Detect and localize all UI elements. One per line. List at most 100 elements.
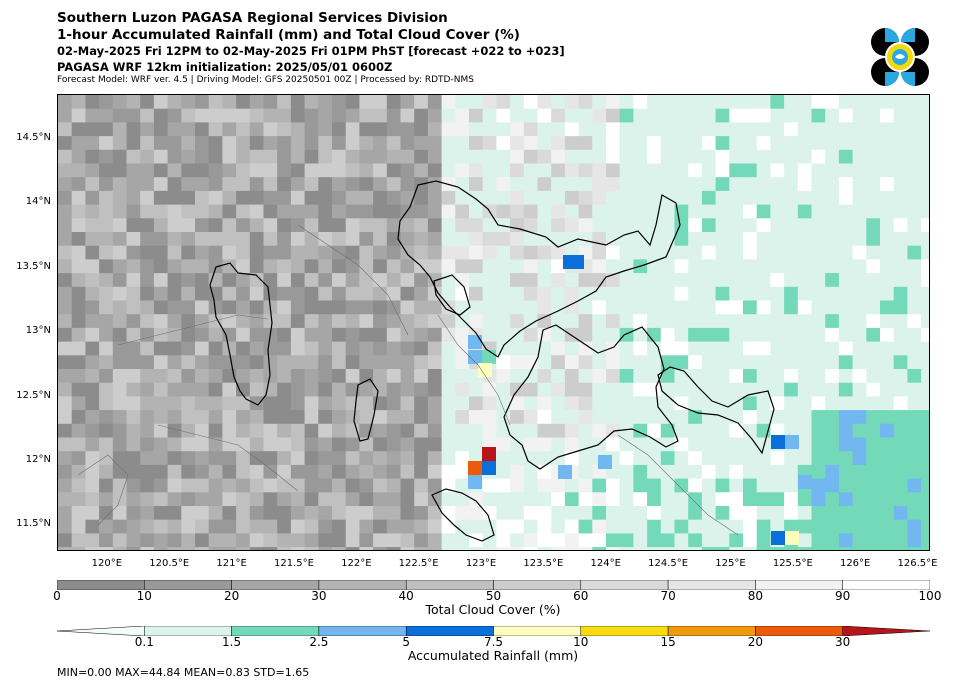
grid-cell (290, 108, 306, 123)
grid-cell (441, 95, 456, 110)
grid-cell (838, 382, 854, 397)
grid-cell (537, 300, 552, 315)
grid-cell (195, 286, 210, 301)
grid-cell (838, 533, 854, 548)
grid-cell (236, 492, 251, 507)
grid-cell (140, 149, 155, 164)
cloud-colorbar-segment (493, 580, 582, 590)
grid-cell (907, 122, 922, 137)
grid-cell (441, 108, 456, 123)
grid-cell (660, 286, 675, 301)
grid-cell (427, 437, 443, 452)
grid-cell (112, 341, 127, 356)
grid-cell (386, 369, 401, 384)
grid-cell (701, 341, 717, 356)
grid-cell (551, 410, 566, 425)
grid-cell (85, 286, 100, 301)
grid-cell (400, 492, 415, 507)
cloud-cover-colorbar (57, 580, 930, 590)
grid-cell (619, 122, 634, 137)
grid-cell (797, 451, 812, 466)
grid-cell (756, 136, 771, 151)
grid-cell (222, 423, 237, 438)
grid-cell (551, 300, 566, 315)
grid-cell (140, 533, 155, 548)
grid-cell (195, 492, 210, 507)
grid-cell (510, 190, 525, 206)
grid-cell (688, 451, 703, 466)
grid-cell (140, 423, 155, 438)
grid-cell (797, 519, 812, 534)
grid-cell (400, 190, 415, 206)
grid-cell (811, 259, 826, 274)
grid-cell (112, 423, 127, 438)
grid-cell (729, 232, 744, 247)
grid-cell (866, 177, 881, 192)
grid-cell (167, 149, 182, 164)
grid-cell (249, 533, 264, 548)
grid-cell (359, 136, 374, 151)
grid-cell (838, 259, 854, 274)
grid-cell (153, 149, 169, 164)
grid-cell (400, 506, 415, 521)
grid-cell (167, 437, 182, 452)
grid-cell (743, 547, 758, 550)
grid-cell (112, 273, 127, 288)
grid-cell (153, 190, 169, 206)
grid-cell (756, 314, 771, 329)
grid-cell (263, 245, 278, 260)
grid-cell (907, 177, 922, 192)
grid-cell (619, 149, 634, 164)
grid-cell (58, 451, 73, 466)
grid-cell (743, 204, 758, 219)
lat-tick-label: 13°N (25, 325, 51, 337)
grid-cell (921, 547, 929, 550)
grid-cell (469, 273, 484, 288)
grid-cell (249, 163, 264, 178)
grid-cell (797, 190, 812, 206)
grid-cell (811, 327, 826, 343)
cloud-colorbar-tick: 10 (136, 589, 152, 603)
grid-cell (797, 547, 812, 550)
grid-cell (551, 218, 566, 233)
grid-cell (578, 341, 593, 356)
grid-cell (469, 547, 484, 550)
grid-cell (99, 273, 114, 288)
grid-cell (236, 286, 251, 301)
grid-cell (510, 464, 525, 480)
grid-cell (400, 533, 415, 548)
grid-cell (647, 369, 662, 384)
grid-cell (318, 423, 333, 438)
grid-cell (633, 369, 648, 384)
grid-cell (85, 95, 100, 110)
tablas-island (353, 378, 379, 442)
grid-cell (112, 410, 127, 425)
grid-cell (674, 177, 689, 192)
grid-cell (811, 190, 826, 206)
grid-cell (126, 464, 141, 480)
grid-cell (167, 314, 182, 329)
grid-cell (359, 149, 374, 164)
grid-cell (523, 341, 538, 356)
lat-tick-label: 13.5°N (16, 260, 51, 272)
grid-cell (427, 396, 443, 411)
grid-cell (893, 122, 908, 137)
grid-cell (332, 163, 347, 178)
grid-cell (715, 341, 730, 356)
grid-cell (523, 327, 538, 343)
rain-colorbar-tick: 20 (747, 635, 764, 649)
grid-cell (277, 204, 292, 219)
grid-cell (523, 273, 538, 288)
grid-cell (592, 108, 607, 123)
grid-cell (811, 492, 826, 507)
grid-cell (770, 327, 785, 343)
grid-cell (414, 437, 429, 452)
grid-cell (743, 300, 758, 315)
grid-cell (318, 396, 333, 411)
grid-cell (99, 423, 114, 438)
grid-cell (743, 396, 758, 411)
grid-cell (290, 437, 306, 452)
grid-cell (743, 149, 758, 164)
grid-cell (126, 177, 141, 192)
grid-cell (537, 177, 552, 192)
